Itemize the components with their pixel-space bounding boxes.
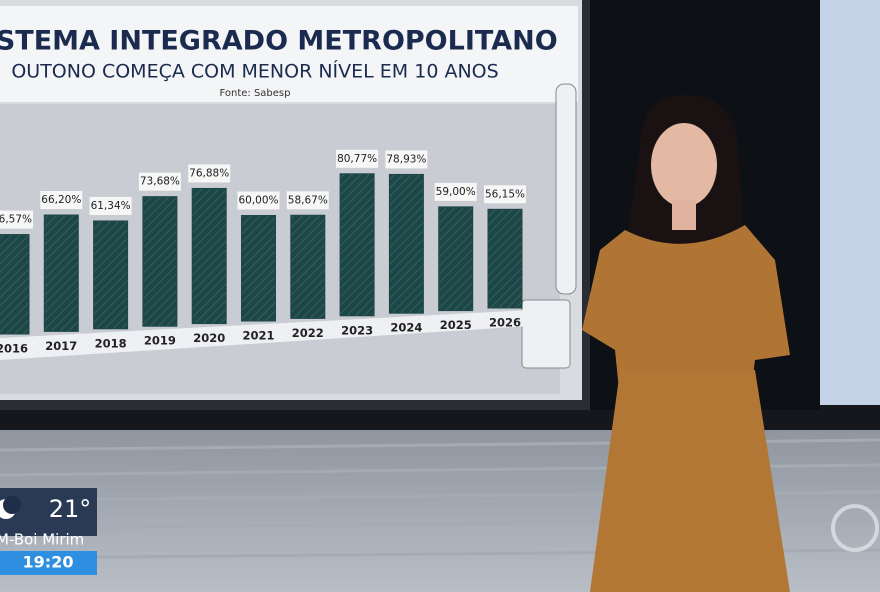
value-label-box: [336, 149, 379, 168]
bar: [142, 196, 178, 327]
value-label: 78,93%: [386, 153, 426, 165]
temperature: 21°: [49, 495, 92, 523]
value-label: 80,77%: [337, 153, 377, 165]
value-label-box: [434, 182, 477, 201]
x-tick-label: 2024: [390, 321, 422, 335]
bar: [290, 214, 326, 319]
bar: [241, 215, 276, 322]
x-tick-label: 2023: [341, 323, 373, 337]
bar: [438, 206, 474, 312]
year-strip: [0, 310, 530, 360]
x-tick-label: 2019: [144, 334, 176, 348]
x-tick-label: 2020: [193, 331, 225, 345]
logo: [831, 504, 879, 552]
chart-subtitle: OUTONO COMEÇA COM MENOR NÍVEL EM 10 ANOS: [11, 60, 498, 83]
value-label-box: [286, 191, 329, 210]
x-tick-label: 2021: [242, 329, 274, 343]
value-label: 76,88%: [189, 167, 229, 179]
bar: [191, 187, 227, 325]
bar: [93, 220, 129, 330]
toolbar-grid: [521, 299, 571, 369]
chart-source: Fonte: Sabesp: [219, 88, 290, 99]
x-tick-label: 2022: [292, 326, 324, 340]
bar: [487, 208, 523, 309]
x-tick-label: 2016: [0, 342, 28, 356]
wall-panel: [820, 0, 880, 405]
value-label-box: [188, 164, 231, 183]
value-label: 73,68%: [140, 176, 180, 188]
value-label-box: [40, 191, 83, 210]
value-label: 66,20%: [41, 194, 81, 206]
bar: [0, 234, 30, 335]
bar: [339, 173, 375, 317]
value-label: 60,00%: [238, 195, 278, 207]
value-label-box: [385, 150, 428, 169]
bar: [43, 214, 79, 332]
value-label-box: [484, 185, 526, 204]
value-label-box: [0, 210, 33, 229]
x-tick-label: 2026: [489, 316, 521, 330]
value-label: 61,34%: [91, 200, 131, 212]
presenter: [582, 95, 790, 592]
bar: [388, 173, 424, 314]
value-label: 59,00%: [436, 186, 476, 198]
title-panel: [0, 6, 578, 102]
value-label: 56,15%: [485, 188, 525, 200]
value-label-box: [89, 196, 132, 215]
x-tick-label: 2018: [95, 336, 127, 350]
value-label: 56,57%: [0, 214, 32, 226]
location: M-Boi Mirim: [0, 531, 84, 549]
toolbar: [555, 83, 577, 295]
chart-title: SISTEMA INTEGRADO METROPOLITANO: [0, 26, 558, 57]
value-label-box: [237, 191, 280, 210]
value-label-box: [138, 172, 181, 191]
x-tick-label: 2025: [440, 318, 472, 332]
value-label: 58,67%: [288, 194, 328, 206]
x-tick-label: 2017: [45, 339, 77, 353]
time: 19:20: [23, 553, 74, 572]
time-bar: [0, 551, 97, 575]
